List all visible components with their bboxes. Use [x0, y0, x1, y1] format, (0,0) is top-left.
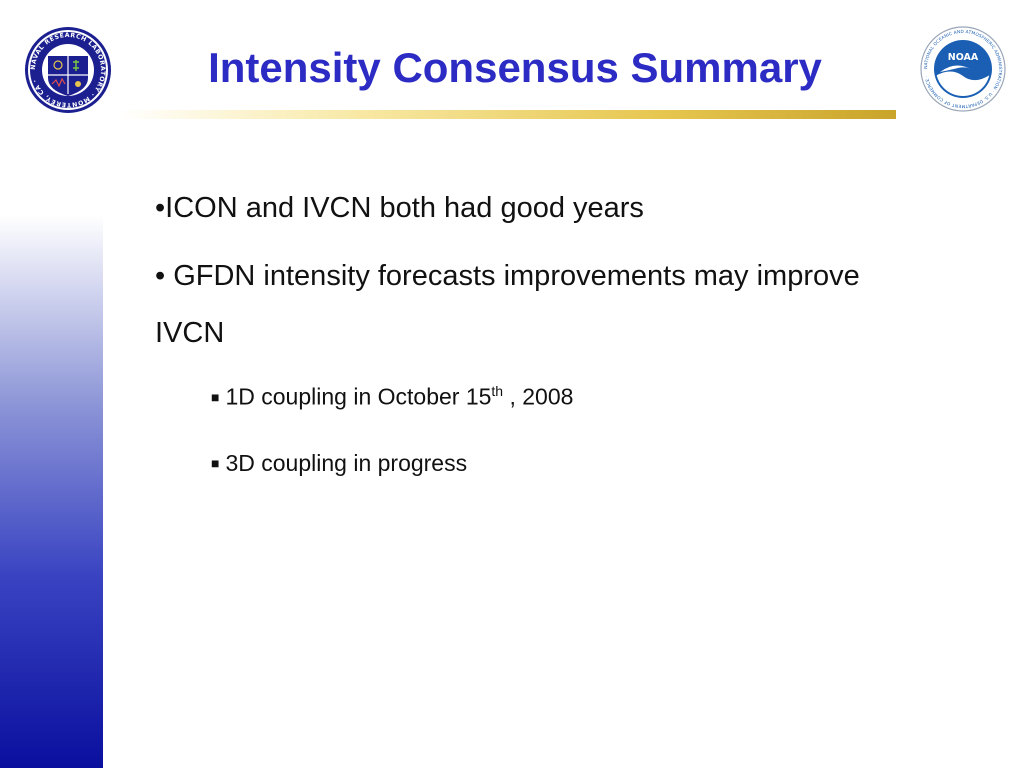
sub-bullet-item: ■ 1D coupling in October 15th , 2008 [211, 376, 885, 412]
sub-bullet-text: 3D coupling in progress [225, 449, 468, 476]
sidebar-gradient [0, 215, 103, 768]
noaa-center-text: NOAA [948, 52, 979, 63]
square-bullet-icon: ■ [211, 388, 220, 405]
sub-bullet-text: 1D coupling in October 15 [225, 383, 492, 410]
nrl-monterey-seal-icon: NAVAL RESEARCH LABORATORY · MONTEREY, CA… [25, 27, 111, 113]
bullet-item: • GFDN intensity forecasts improvements … [155, 248, 885, 362]
page-title: Intensity Consensus Summary [208, 44, 822, 91]
bullet-marker: • [155, 192, 166, 224]
title-underline [120, 110, 896, 119]
noaa-seal-icon: NATIONAL OCEANIC AND ATMOSPHERIC ADMINIS… [920, 26, 1006, 112]
superscript: th [491, 383, 504, 399]
bullet-text: ICON and IVCN both had good years [165, 192, 644, 224]
sub-bullet-item: ■ 3D coupling in progress [211, 448, 885, 478]
bullet-list: •ICON and IVCN both had good years • GFD… [155, 188, 885, 514]
bullet-text: GFDN intensity forecasts improvements ma… [155, 260, 860, 349]
sub-bullet-text-suffix: , 2008 [503, 383, 574, 410]
bullet-item: •ICON and IVCN both had good years [155, 188, 885, 228]
square-bullet-icon: ■ [211, 454, 220, 471]
bullet-marker: • [155, 260, 166, 292]
